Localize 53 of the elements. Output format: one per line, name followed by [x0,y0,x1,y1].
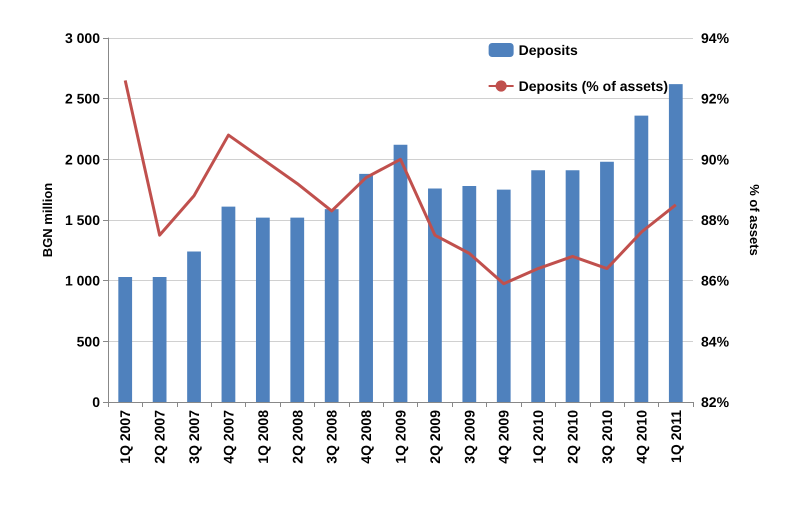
y-axis-title: BGN million [40,182,56,258]
x-tick-label: 4Q 2007 [220,410,236,464]
x-tick-label: 1Q 2010 [530,410,546,464]
y-tick-label: 0 [92,394,100,410]
bar [600,162,614,402]
bar [118,277,132,402]
y-tick-label: 2 500 [64,90,100,107]
y2-tick-label: 90% [701,151,730,168]
y2-axis-title: % of assets [747,184,762,256]
bar [187,252,201,402]
bar [668,84,683,402]
y-tick-label: 1 500 [64,212,100,228]
bar [222,206,236,402]
x-tick-label: 3Q 2009 [461,410,478,464]
bar [394,144,408,402]
legend-label: Deposits (% of assets) [518,78,668,94]
y2-tick-label: 94% [701,30,730,46]
line-series [124,78,678,286]
x-tick-label: 4Q 2008 [358,410,374,464]
y2-tick-label: 86% [701,272,730,289]
bar [634,116,648,402]
x-tick-label: 2Q 2007 [152,410,168,464]
y2-tick-label: 88% [701,212,730,228]
bar [462,186,476,402]
y-tick-label: 1 000 [64,272,100,289]
bar [428,188,442,402]
x-tick-label: 4Q 2009 [496,410,512,464]
x-tick-label: 2Q 2008 [289,410,306,464]
bar [256,218,270,402]
bar [152,277,166,402]
bar [566,170,580,402]
bar [324,209,339,402]
x-tick-label: 3Q 2010 [598,410,615,464]
y-tick-label: 500 [76,333,100,350]
x-tick-label: 4Q 2010 [633,410,650,464]
bar [531,170,546,402]
y2-tick-label: 82% [701,394,730,410]
y-tick-label: 3 000 [64,30,100,46]
bar [290,218,304,402]
bar [359,174,373,402]
x-tick-label: 3Q 2008 [324,410,340,464]
x-tick-label: 1Q 2011 [668,410,684,463]
x-tick-label: 2Q 2009 [426,410,443,464]
x-tick-label: 1Q 2007 [117,410,134,464]
x-tick-label: 1Q 2008 [254,410,271,464]
y-tick-label: 2 000 [64,151,100,168]
bar [496,190,511,402]
x-tick-label: 1Q 2009 [392,410,408,464]
y2-tick-label: 92% [701,90,730,107]
x-tick-label: 2Q 2010 [564,410,581,464]
x-tick-label: 3Q 2007 [186,410,202,464]
y2-tick-label: 84% [701,333,730,350]
legend-label: Deposits [518,42,578,58]
